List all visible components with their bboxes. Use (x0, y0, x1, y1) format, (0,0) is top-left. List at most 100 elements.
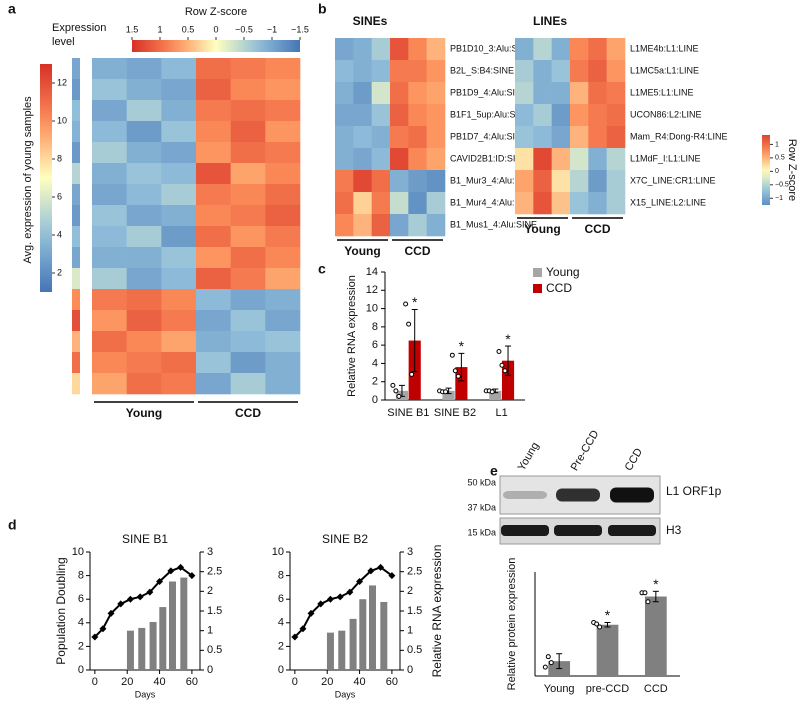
heat-cell (92, 352, 127, 374)
heat-cell (408, 104, 427, 127)
line-marker (356, 578, 364, 585)
heat-cell (92, 226, 127, 248)
heat-cell (92, 268, 127, 290)
data-point (642, 590, 648, 596)
data-point (393, 388, 399, 394)
colorbar-tick-label: −0.5 (775, 182, 789, 189)
legend-swatch (533, 268, 542, 277)
heat-cell (126, 58, 162, 80)
heat-cell (196, 142, 231, 164)
lane-label: CCD (623, 446, 645, 473)
row-label: PB1D9_4:Alu:SINE (450, 87, 528, 97)
heat-cell (161, 79, 197, 101)
heat-cell (426, 126, 446, 149)
colorbar-tick-label: −1.5 (291, 24, 309, 34)
heat-cell (606, 192, 626, 215)
heat-cell (353, 148, 372, 171)
data-point (406, 321, 412, 327)
bar (596, 624, 619, 676)
colorbar-tick-label: 4 (57, 229, 62, 239)
y2-tick-label: 0.5 (207, 644, 222, 656)
heat-cell (126, 163, 162, 185)
heat-cell (265, 79, 301, 101)
heat-cell (551, 38, 571, 61)
data-point (449, 352, 455, 358)
heat-cell (265, 268, 301, 290)
heat-cell (426, 192, 446, 215)
panel-letter: e (490, 463, 498, 479)
heat-cell (588, 38, 607, 61)
expression-cell (72, 331, 80, 353)
heat-cell (161, 100, 197, 122)
data-point (542, 664, 548, 670)
x-tick-label: SINE B2 (434, 407, 476, 419)
line-marker (91, 633, 99, 641)
line-marker (367, 567, 375, 575)
data-point (548, 660, 554, 666)
expression-cell (72, 352, 80, 374)
heat-cell (265, 58, 301, 80)
heat-cell (196, 373, 231, 395)
heat-cell (353, 38, 372, 61)
colorbar-tick-label: 1 (157, 24, 162, 34)
line-marker (336, 593, 344, 601)
heat-cell (265, 121, 301, 143)
bar (138, 627, 146, 670)
row-label: L1MC5a:L1:LINE (630, 65, 699, 75)
marker-label: 37 kDa (467, 502, 496, 512)
heat-cell (371, 60, 391, 83)
heat-cell (371, 170, 391, 193)
heat-cell (161, 163, 197, 185)
lane-label: Young (516, 440, 542, 473)
bar (644, 596, 667, 676)
colorbar-tick-label: 0 (775, 168, 779, 175)
heat-cell (353, 60, 372, 83)
heat-cell (196, 163, 231, 185)
significance-mark: * (459, 338, 465, 354)
heat-cell (126, 268, 162, 290)
heat-cell (265, 226, 301, 248)
heat-cell (92, 121, 127, 143)
bar (489, 390, 502, 400)
protein-label: H3 (666, 523, 682, 537)
heat-cell (196, 184, 231, 206)
heat-cell (335, 126, 354, 149)
heat-cell (588, 192, 607, 215)
y2-tick-label: 2.5 (407, 566, 422, 578)
heat-cell (390, 82, 409, 105)
heat-cell (230, 100, 266, 122)
heat-cell (606, 170, 626, 193)
expression-cell (72, 58, 80, 80)
heat-cell (161, 310, 197, 332)
heat-cell (588, 60, 607, 83)
line (94, 566, 193, 638)
heat-cell (335, 192, 354, 215)
y-tick-label: 10 (272, 546, 284, 558)
heat-cell (551, 60, 571, 83)
y2-tick-label: 1.5 (407, 605, 422, 617)
y-tick-label: 12 (366, 284, 378, 296)
heat-cell (353, 104, 372, 127)
x-tick-label: 0 (92, 676, 98, 688)
x-tick-label: 60 (386, 676, 398, 688)
bar (126, 630, 134, 670)
expression-cell (72, 163, 80, 185)
x-tick-label: CCD (644, 683, 668, 695)
heat-cell (533, 60, 552, 83)
line-marker (126, 595, 134, 603)
heat-cell (570, 104, 589, 127)
y-tick-label: 2 (78, 640, 84, 652)
line-marker (188, 572, 196, 580)
blot-band (610, 487, 654, 503)
y-tick-label: 10 (72, 546, 84, 558)
heat-cell (196, 268, 231, 290)
colorbar-tick-label: 6 (57, 191, 62, 201)
heatmap-title: SINEs (353, 14, 388, 28)
panel-letter: b (318, 1, 327, 17)
y-tick-label: 0 (78, 664, 84, 676)
colorbar-tick-label: 10 (57, 115, 67, 125)
row-label: B1F1_5up:Alu:SINE (450, 109, 531, 119)
bar (442, 390, 455, 400)
heat-cell (92, 331, 127, 353)
expression-cell (72, 247, 80, 269)
